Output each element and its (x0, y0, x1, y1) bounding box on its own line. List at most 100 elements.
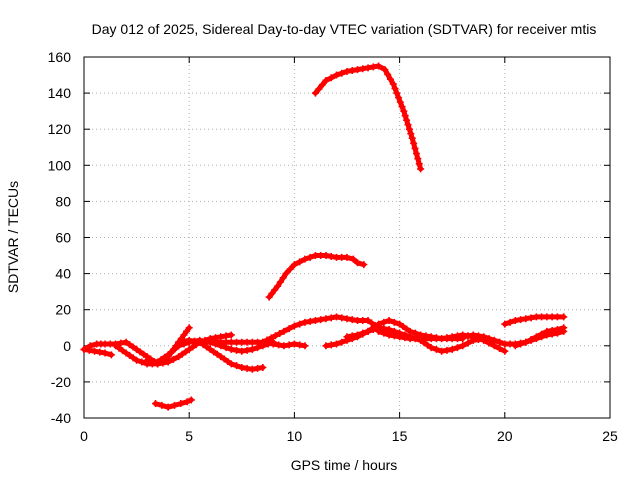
data-point-marker (368, 319, 376, 327)
data-point-marker (369, 326, 377, 334)
data-point-marker (401, 112, 409, 120)
data-point-marker (404, 121, 412, 129)
data-point-marker (238, 363, 246, 371)
y-tick-label: 160 (48, 49, 72, 65)
x-tick-label: 20 (497, 428, 513, 444)
data-point-marker (322, 252, 330, 260)
data-point-marker (129, 343, 137, 351)
data-point-marker (243, 364, 251, 372)
data-point-marker (511, 342, 519, 350)
data-point-marker (384, 70, 392, 78)
data-point-marker (381, 66, 389, 74)
data-point-marker (375, 327, 383, 335)
data-point-marker (338, 338, 346, 346)
x-tick-label: 5 (185, 428, 193, 444)
data-point-marker (213, 350, 221, 358)
data-point-marker (279, 274, 287, 282)
data-point-marker (427, 344, 435, 352)
data-point-marker (560, 313, 568, 321)
data-point-marker (380, 329, 388, 337)
x-tick-label: 25 (602, 428, 618, 444)
data-point-marker (453, 344, 461, 352)
series-track-1 (311, 62, 425, 173)
y-tick-label: 60 (55, 230, 71, 246)
data-point-marker (354, 66, 362, 74)
data-point-marker (107, 351, 115, 359)
series-track-5 (80, 345, 115, 359)
data-point-marker (349, 255, 357, 263)
y-tick-label: -40 (51, 410, 71, 426)
data-point-marker (183, 398, 191, 406)
data-point-marker (183, 327, 191, 335)
data-point-marker (322, 76, 330, 84)
data-point-marker (560, 324, 568, 332)
data-point-marker (175, 353, 183, 361)
data-point-marker (274, 282, 282, 290)
data-point-marker (338, 314, 346, 322)
data-point-marker (170, 401, 178, 409)
data-point-marker (248, 345, 256, 353)
x-tick-label: 15 (392, 428, 408, 444)
data-point-marker (395, 94, 403, 102)
data-point-marker (190, 337, 198, 345)
data-point-marker (126, 341, 134, 349)
data-point-marker (138, 358, 146, 366)
data-point-marker (171, 345, 179, 353)
data-point-marker (332, 71, 340, 79)
data-point-marker (206, 345, 214, 353)
data-point-marker (391, 85, 399, 93)
data-point-marker (306, 253, 314, 261)
data-point-marker (432, 345, 440, 353)
data-point-marker (415, 160, 423, 168)
data-point-marker (187, 396, 195, 404)
series-track-13 (375, 327, 509, 355)
data-point-marker (80, 345, 88, 353)
data-point-marker (332, 313, 340, 321)
data-point-marker (168, 348, 176, 356)
data-point-marker (405, 125, 413, 133)
data-point-marker (401, 334, 409, 342)
data-point-marker (411, 144, 419, 152)
data-point-marker (343, 253, 351, 261)
data-point-marker (385, 331, 393, 339)
data-point-marker (217, 353, 225, 361)
data-point-marker (285, 341, 293, 349)
data-point-marker (517, 316, 525, 324)
data-point-marker (400, 107, 408, 115)
data-point-marker (496, 338, 504, 346)
data-point-marker (311, 89, 319, 97)
data-point-marker (259, 363, 267, 371)
data-point-marker (290, 261, 298, 269)
data-point-marker (389, 80, 397, 88)
data-point-marker (348, 67, 356, 75)
data-point-marker (220, 355, 228, 363)
data-point-marker (527, 335, 535, 343)
data-point-marker (282, 270, 290, 278)
data-point-marker (390, 318, 398, 326)
series-track-3 (152, 396, 195, 411)
data-point-marker (343, 333, 351, 341)
data-point-marker (136, 348, 144, 356)
data-point-marker (243, 346, 251, 354)
data-point-marker (271, 332, 279, 340)
data-point-marker (122, 349, 130, 357)
data-point-marker (448, 345, 456, 353)
data-point-marker (348, 316, 356, 324)
x-axis-label: GPS time / hours (291, 457, 398, 473)
data-point-marker (222, 332, 230, 340)
data-point-marker (140, 350, 148, 358)
chart-title: Day 012 of 2025, Sidereal Day-to-day VTE… (92, 21, 597, 37)
data-point-marker (133, 345, 141, 353)
data-point-marker (464, 332, 472, 340)
data-point-marker (511, 317, 519, 325)
data-point-marker (265, 293, 273, 301)
data-point-marker (311, 317, 319, 325)
data-point-marker (210, 348, 218, 356)
data-point-marker (475, 332, 482, 340)
data-point-marker (412, 150, 420, 158)
data-point-marker (267, 334, 275, 342)
series-track-16 (511, 324, 568, 350)
data-point-marker (501, 320, 509, 328)
data-point-marker (259, 338, 267, 346)
x-tick-label: 10 (287, 428, 303, 444)
